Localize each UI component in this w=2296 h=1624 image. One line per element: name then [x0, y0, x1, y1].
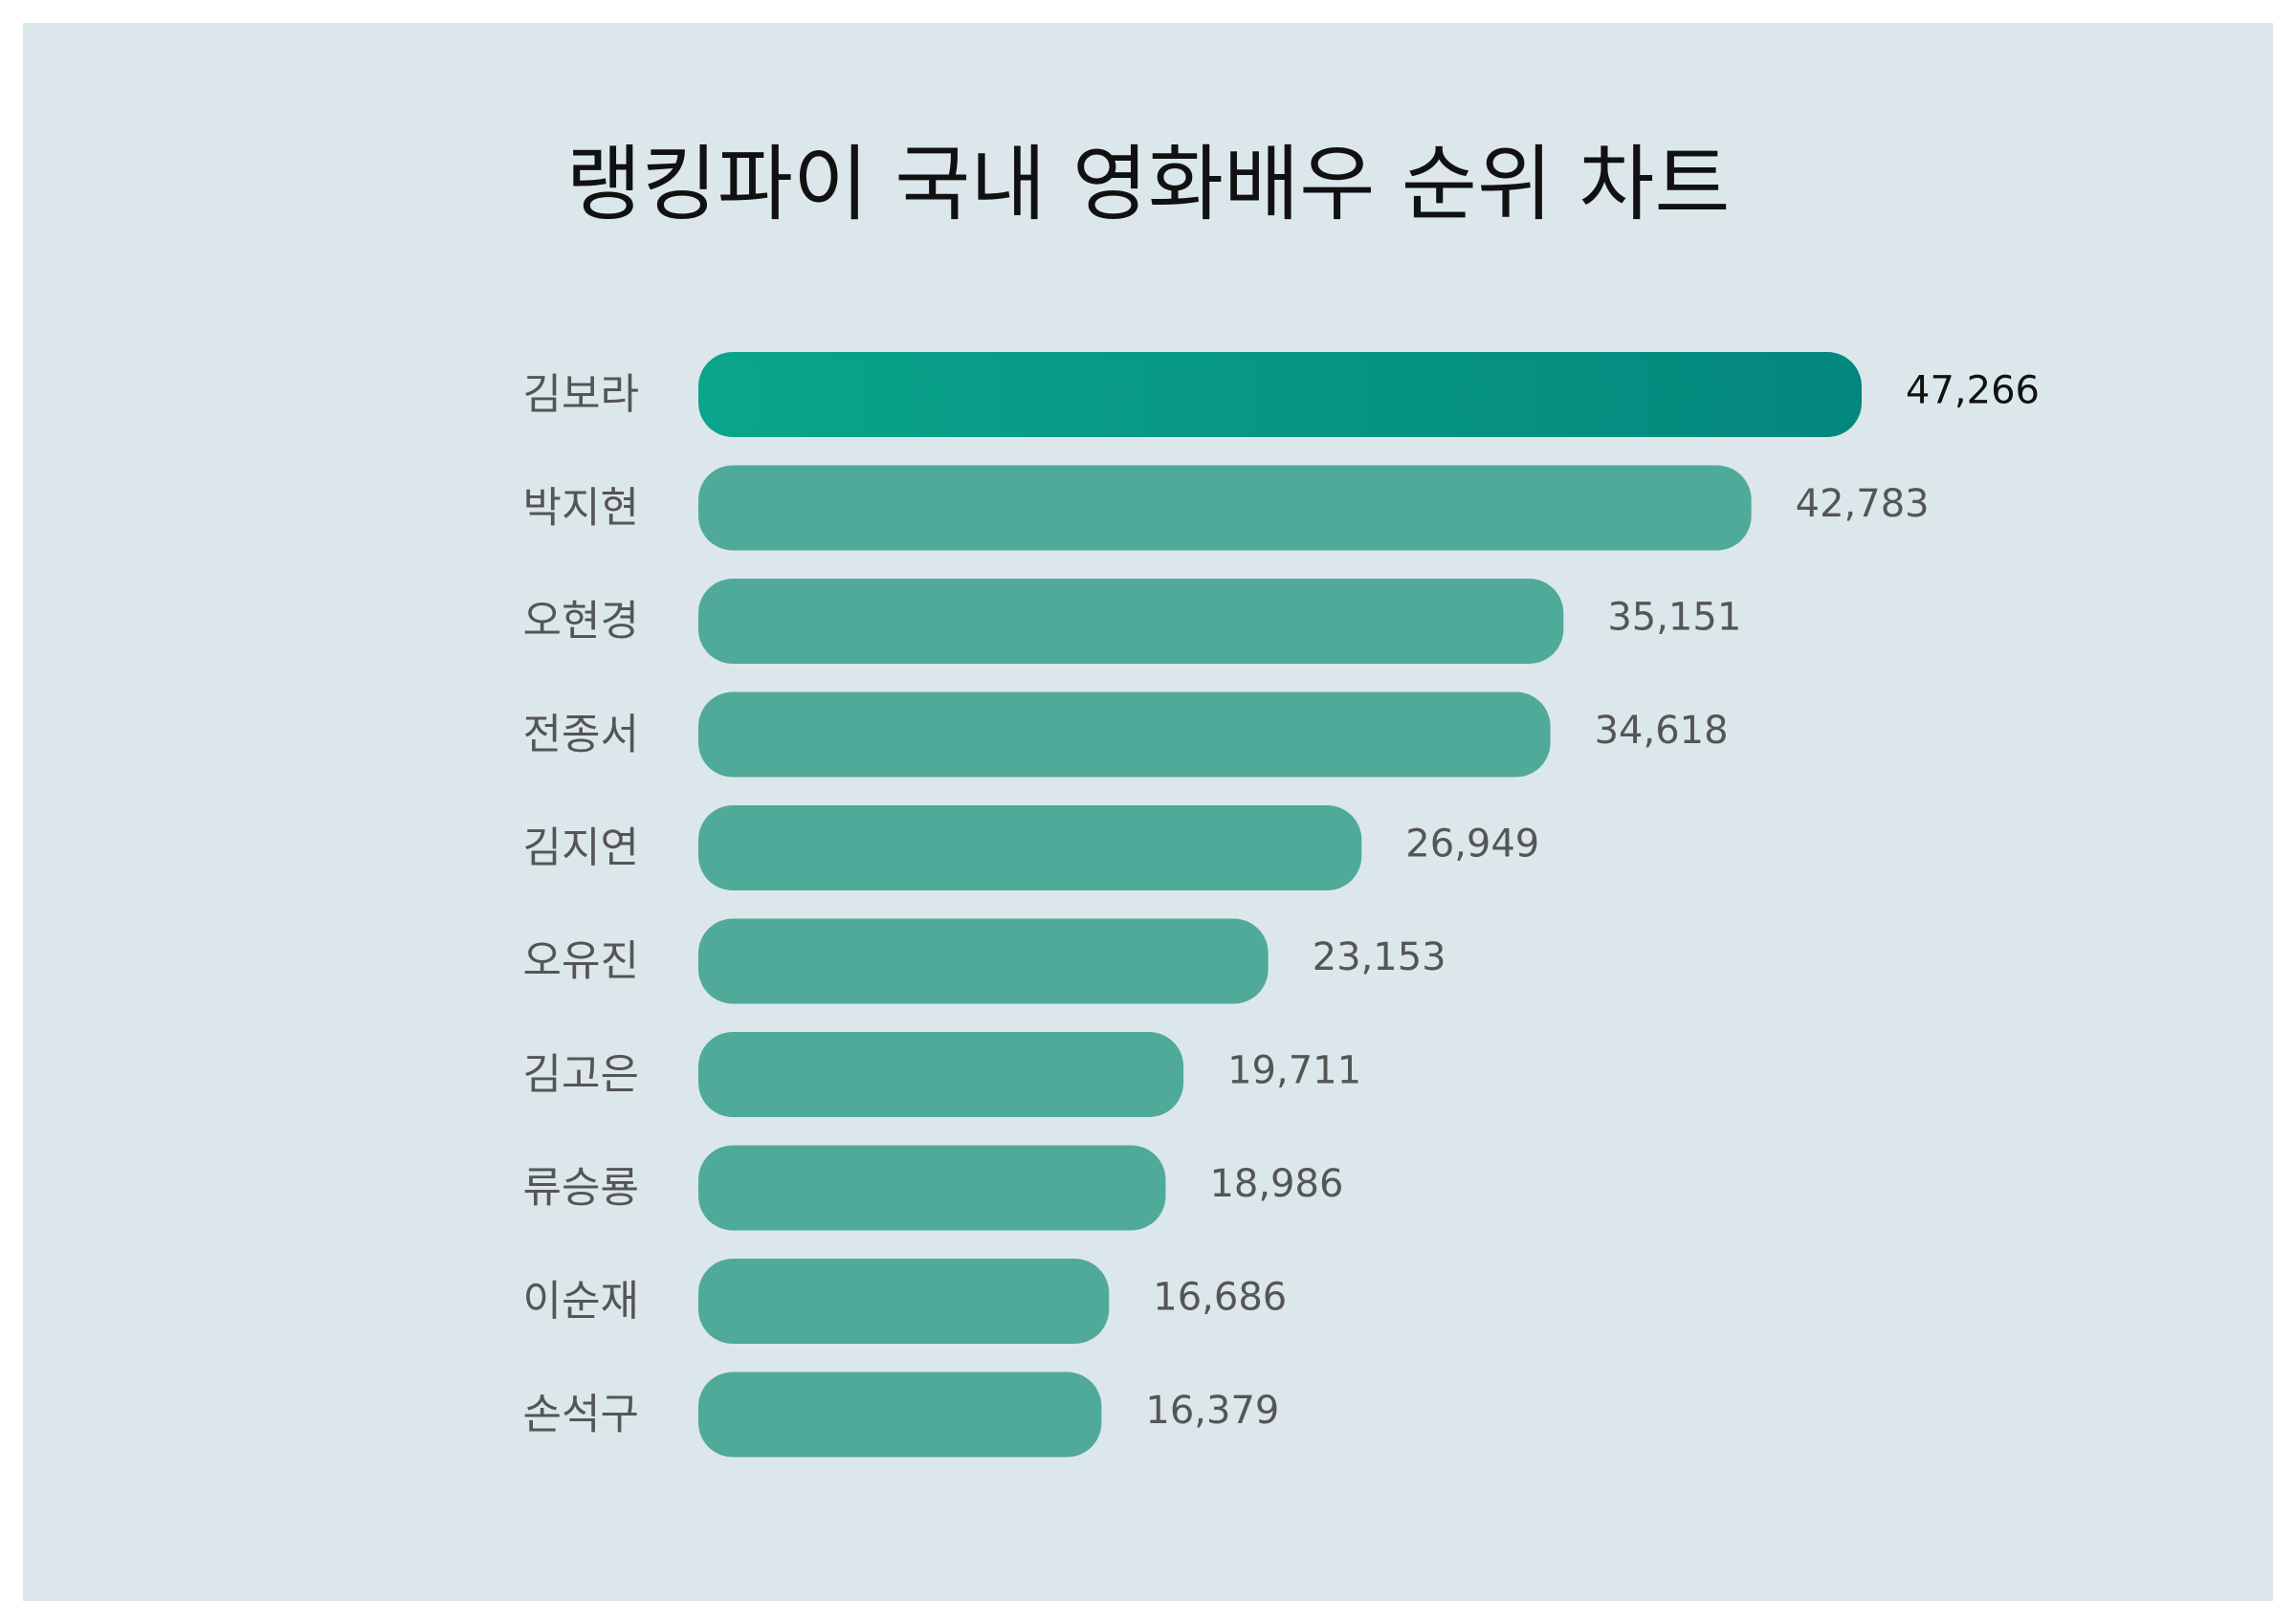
category-label-1: 김보라: [523, 370, 639, 419]
value-label-5: 26,949: [1405, 823, 1539, 867]
category-label-9: 이순재: [523, 1277, 639, 1326]
bar-9: [698, 1259, 1110, 1344]
value-label-8: 18,986: [1209, 1162, 1343, 1206]
category-label-3: 오현경: [523, 597, 639, 646]
category-label-6: 오유진: [523, 937, 639, 986]
chart-title: 랭킹파이 국내 영화배우 순위 차트: [565, 137, 1731, 232]
category-label-7: 김고은: [523, 1050, 639, 1099]
bar-7: [698, 1032, 1184, 1117]
category-label-2: 박지현: [523, 484, 639, 533]
bar-8: [698, 1145, 1166, 1231]
category-label-10: 손석구: [523, 1391, 639, 1439]
value-label-2: 42,783: [1796, 482, 1930, 526]
value-label-1: 47,266: [1906, 369, 2040, 413]
bar-2: [698, 465, 1752, 551]
value-label-9: 16,686: [1153, 1276, 1287, 1320]
bar-1: [698, 352, 1862, 437]
bar-6: [698, 918, 1269, 1004]
bar-5: [698, 805, 1362, 890]
value-label-10: 16,379: [1145, 1389, 1279, 1433]
bar-10: [698, 1372, 1102, 1458]
value-label-6: 23,153: [1313, 935, 1446, 979]
category-label-4: 전종서: [523, 711, 639, 759]
value-label-7: 19,711: [1227, 1049, 1361, 1093]
value-label-4: 34,618: [1595, 709, 1729, 753]
bar-3: [698, 579, 1564, 664]
bar-4: [698, 691, 1551, 778]
category-label-5: 김지연: [523, 823, 639, 872]
value-label-3: 35,151: [1607, 596, 1741, 640]
bars-group: 김보라 47,266 박지현 42,783 오현경 35,151 전종서 34,618 김지연 2…: [523, 352, 2040, 1458]
category-label-8: 류승룡: [523, 1164, 639, 1213]
